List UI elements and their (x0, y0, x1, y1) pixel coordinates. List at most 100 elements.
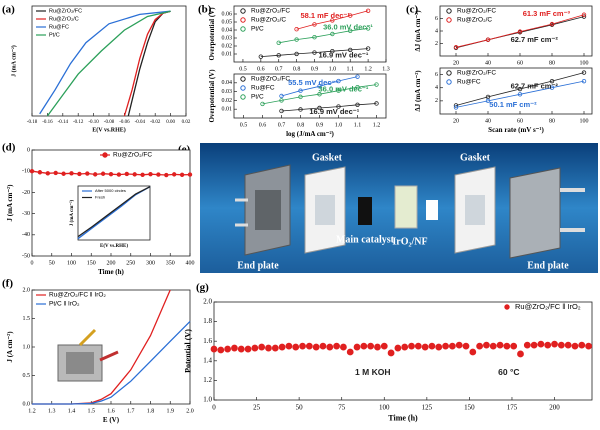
legend-label: Ru@FC (457, 79, 481, 86)
x-tick-label: -0.12 (73, 120, 84, 125)
x-tick-label: 50 (296, 404, 304, 412)
data-point (581, 70, 587, 75)
data-point (348, 47, 353, 53)
data-point (271, 344, 279, 352)
data-point (292, 343, 300, 351)
legend-label: Ru@ZrO₂/FC (457, 8, 496, 15)
x-tick-label: 1.7 (127, 408, 135, 414)
x-tick-label: 1.0 (335, 122, 343, 128)
x-tick-label: 1.5 (88, 408, 96, 414)
y-axis-label: Overpotential (V) (208, 7, 216, 61)
annotation: 50.1 mF cm⁻² (489, 100, 537, 109)
data-point (510, 342, 518, 350)
annotation: 16.9 mV dec⁻¹ (319, 50, 369, 59)
data-point (564, 341, 572, 349)
data-point (61, 171, 66, 176)
data-point (179, 172, 185, 178)
x-axis-label: E(V vs.RHE) (100, 244, 128, 249)
data-point (585, 342, 592, 350)
data-point (355, 84, 360, 90)
plot-frame (77, 185, 151, 241)
data-point (298, 94, 303, 100)
data-point (100, 171, 106, 176)
legend-label: Pt/C (49, 32, 60, 38)
x-tick-label: -0.10 (88, 120, 99, 125)
data-point (319, 342, 327, 350)
gasket-window (465, 195, 485, 225)
data-point (365, 8, 371, 13)
y-tick-label: 0.0 (23, 401, 31, 407)
x-tick-label: 1.3 (48, 408, 56, 414)
series-line (46, 10, 171, 117)
y-axis-label: ΔJ (mA cm⁻²) (414, 70, 422, 112)
series-line (278, 28, 369, 44)
data-point (485, 98, 491, 104)
end-plate-right (509, 167, 585, 259)
data-point (523, 341, 531, 349)
y-axis-label: J (mA cm⁻²) (10, 45, 17, 77)
data-point (312, 35, 317, 40)
panel-e: (e) Gasket Gasket Main catalyst IrO₂/NF … (178, 143, 598, 273)
data-point (265, 344, 272, 352)
data-point (85, 171, 90, 176)
diagram-label: End plate (527, 260, 569, 271)
data-point (355, 102, 360, 107)
y-tick-label: -30 (22, 211, 30, 217)
y-tick-label: -20 (22, 190, 30, 196)
data-point (469, 348, 477, 356)
y-tick-label: -50 (22, 253, 30, 259)
x-tick-label: 1.3 (382, 66, 390, 72)
y-tick-label: 1.0 (23, 344, 31, 350)
x-tick-label: 20 (453, 118, 459, 124)
data-point (537, 340, 545, 348)
series-line (455, 72, 585, 106)
panel-label: (d) (2, 142, 16, 154)
main-catalyst (358, 197, 372, 225)
x-tick-label: -0.14 (58, 120, 69, 125)
y-tick-label: 1.0 (203, 396, 212, 404)
legend-label: Ru@ZrO₂/FC (49, 8, 82, 14)
x-tick-label: 0.8 (297, 122, 305, 128)
plot-frame (233, 73, 387, 119)
data-point (330, 49, 335, 54)
x-axis-label: Time (h) (98, 268, 124, 276)
y-tick-label: -10 (22, 169, 30, 175)
legend-marker (240, 94, 246, 100)
annotation: 62.7 mF cm⁻² (511, 81, 559, 90)
data-point (380, 342, 388, 350)
plot-frame (31, 5, 187, 117)
x-tick-label: 0.9 (311, 66, 319, 72)
legend-label: Ru@ZrO₂/FC (457, 70, 496, 77)
legend-label: Pt/C (251, 26, 264, 33)
y-tick-label: 1.4 (203, 356, 212, 364)
legend-label: Pt/C ǁ IrO₂ (49, 301, 80, 308)
data-point (29, 168, 35, 174)
data-point (326, 343, 334, 351)
diagram-label: IrO₂/NF (392, 236, 427, 247)
legend-label: Ru@ZrO₂/FC (251, 76, 290, 83)
data-point (414, 342, 422, 350)
data-point (557, 341, 565, 349)
data-point (148, 171, 153, 177)
plot-frame (439, 5, 593, 57)
annotation: 58.1 mF dec⁻¹ (300, 11, 350, 20)
x-tick-label: 300 (146, 260, 155, 266)
y-tick-label: 0.02 (222, 98, 233, 104)
legend-label: Fresh (95, 195, 105, 200)
data-point (299, 342, 306, 350)
data-point (365, 26, 371, 31)
x-tick-label: 1.4 (68, 408, 76, 414)
data-point (294, 27, 299, 32)
y-tick-label: 0.03 (222, 35, 233, 41)
series-line (281, 103, 377, 112)
x-tick-label: 100 (67, 260, 76, 266)
x-tick-label: 0.6 (257, 66, 265, 72)
data-point (551, 340, 558, 348)
data-point (317, 92, 322, 97)
y-axis-label: J (mA cm⁻²) (69, 199, 75, 226)
data-point (394, 344, 402, 352)
x-tick-label: 1.8 (147, 408, 155, 414)
x-tick-label: -0.02 (150, 120, 161, 125)
x-tick-label: -0.18 (27, 120, 38, 125)
